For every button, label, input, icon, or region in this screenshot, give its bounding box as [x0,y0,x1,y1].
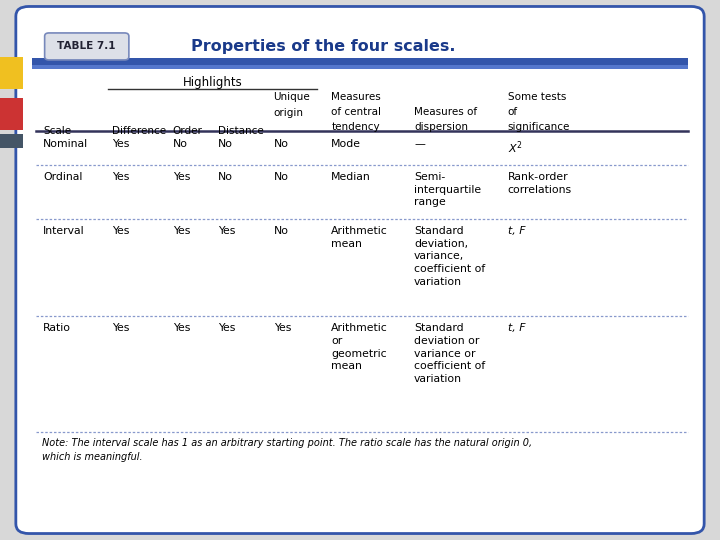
Text: Measures: Measures [331,92,381,102]
Text: t, F: t, F [508,226,525,236]
Bar [0,57,23,89]
Text: Note: The interval scale has 1 as an arbitrary starting point. The ratio scale h: Note: The interval scale has 1 as an arb… [42,438,532,462]
Bar [0,98,23,130]
Text: Yes: Yes [274,323,291,333]
Text: Properties of the four scales.: Properties of the four scales. [191,39,455,54]
Text: Measures of: Measures of [414,107,477,117]
Text: TABLE 7.1: TABLE 7.1 [57,42,116,51]
FancyBboxPatch shape [16,6,704,534]
Text: No: No [274,139,289,150]
Text: —: — [414,139,425,150]
Text: Median: Median [331,172,371,182]
Bar [0,134,23,148]
Text: Standard
deviation or
variance or
coefficient of
variation: Standard deviation or variance or coeffi… [414,323,485,384]
Text: Mode: Mode [331,139,361,150]
Text: dispersion: dispersion [414,122,468,132]
Text: Standard
deviation,
variance,
coefficient of
variation: Standard deviation, variance, coefficien… [414,226,485,287]
Text: No: No [173,139,188,150]
Text: Yes: Yes [218,323,235,333]
Text: Highlights: Highlights [183,76,242,89]
Text: of: of [508,107,518,117]
Text: Ratio: Ratio [43,323,71,333]
FancyBboxPatch shape [45,33,129,60]
Text: Ordinal: Ordinal [43,172,83,182]
Bar [32,58,688,66]
Text: No: No [274,226,289,236]
Text: Arithmetic
or
geometric
mean: Arithmetic or geometric mean [331,323,388,372]
Text: Yes: Yes [173,172,190,182]
Text: $X^2$: $X^2$ [508,139,523,156]
Text: Distance: Distance [218,126,264,137]
Text: origin: origin [274,108,304,118]
Text: Order: Order [173,126,202,137]
Text: of central: of central [331,107,381,117]
Text: Yes: Yes [112,172,129,182]
Text: Yes: Yes [112,139,129,150]
Text: Some tests: Some tests [508,92,566,102]
Text: Difference: Difference [112,126,166,137]
Text: Unique: Unique [274,92,310,102]
Text: Rank-order
correlations: Rank-order correlations [508,172,572,194]
Text: Interval: Interval [43,226,85,236]
Text: No: No [218,172,233,182]
Text: Yes: Yes [173,323,190,333]
Text: Nominal: Nominal [43,139,89,150]
Text: Yes: Yes [112,226,129,236]
Text: tendency: tendency [331,122,380,132]
Bar [32,65,688,69]
Text: Arithmetic
mean: Arithmetic mean [331,226,388,248]
Text: No: No [274,172,289,182]
Text: significance: significance [508,122,570,132]
Text: Yes: Yes [218,226,235,236]
Text: Scale: Scale [43,126,71,137]
Text: No: No [218,139,233,150]
Text: Semi-
interquartile
range: Semi- interquartile range [414,172,481,207]
Text: Yes: Yes [173,226,190,236]
Text: Yes: Yes [112,323,129,333]
Text: t, F: t, F [508,323,525,333]
